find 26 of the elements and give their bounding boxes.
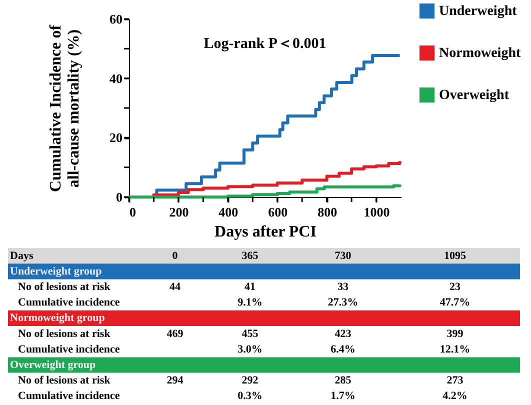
- legend-label: Normoweight: [439, 46, 521, 61]
- text: Normoweight group: [10, 312, 105, 324]
- legend-label: Underweight: [439, 4, 518, 19]
- text: Overweight group: [10, 359, 96, 371]
- x-tick-label: 400: [218, 204, 238, 220]
- annotation: Log-rank P＜0.001: [204, 36, 326, 52]
- text: Cumulative incidence 0.3% 1.7% 4.2%: [18, 390, 468, 402]
- y-axis-title: Cumulative Incidence of all-cause mortality (%): [48, 24, 82, 192]
- x-tick-label: 600: [268, 204, 288, 220]
- y-tick-label: 60: [110, 12, 122, 26]
- legend-label: Overweight: [439, 88, 510, 103]
- x-axis-title: Days after PCI: [214, 224, 316, 240]
- x-tick-label: 800: [318, 204, 338, 220]
- x-tick-label: 0: [130, 204, 136, 220]
- text: No of lesions at risk 469 455 423 399: [18, 328, 464, 340]
- text: Cumulative incidence 3.0% 6.4% 12.1%: [18, 343, 470, 356]
- y-tick-label: 20: [110, 130, 122, 146]
- y-tick-label: 40: [110, 70, 122, 86]
- text: Underweight group: [10, 265, 102, 278]
- text: No of lesions at risk 294 292 285 273: [18, 374, 464, 387]
- text: No of lesions at risk 44 41 33 23: [18, 281, 460, 293]
- y-tick-label: 0: [116, 190, 122, 204]
- text: Days 0 365 730 1095: [10, 250, 466, 262]
- x-tick-label: 1000: [364, 204, 390, 220]
- text: Cumulative incidence 9.1% 27.3% 47.7%: [18, 296, 470, 309]
- x-tick-label: 200: [169, 204, 189, 220]
